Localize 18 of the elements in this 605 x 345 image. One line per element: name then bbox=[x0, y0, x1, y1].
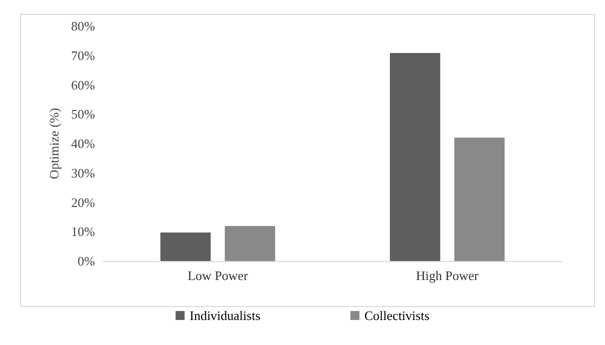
x-tick-label: High Power bbox=[416, 268, 480, 283]
y-tick-label: 50% bbox=[71, 106, 96, 122]
legend-label: Individualists bbox=[190, 308, 260, 323]
bar bbox=[390, 53, 440, 261]
bar bbox=[224, 226, 276, 261]
y-tick-label: 0% bbox=[78, 254, 96, 268]
y-tick-label: 70% bbox=[71, 48, 96, 63]
legend-label: Collectivists bbox=[364, 308, 430, 323]
x-tick-label: Low Power bbox=[188, 268, 249, 283]
bar bbox=[454, 138, 505, 261]
y-tick-label: 20% bbox=[71, 194, 96, 210]
y-tick-label: 30% bbox=[71, 165, 96, 180]
y-tick-label: 60% bbox=[71, 77, 96, 92]
y-tick-label: 40% bbox=[71, 136, 96, 151]
bar bbox=[160, 232, 211, 261]
y-axis-title: Optimize (%) bbox=[46, 108, 62, 180]
y-tick-label: 80% bbox=[71, 18, 96, 34]
y-tick-label: 10% bbox=[71, 224, 96, 240]
